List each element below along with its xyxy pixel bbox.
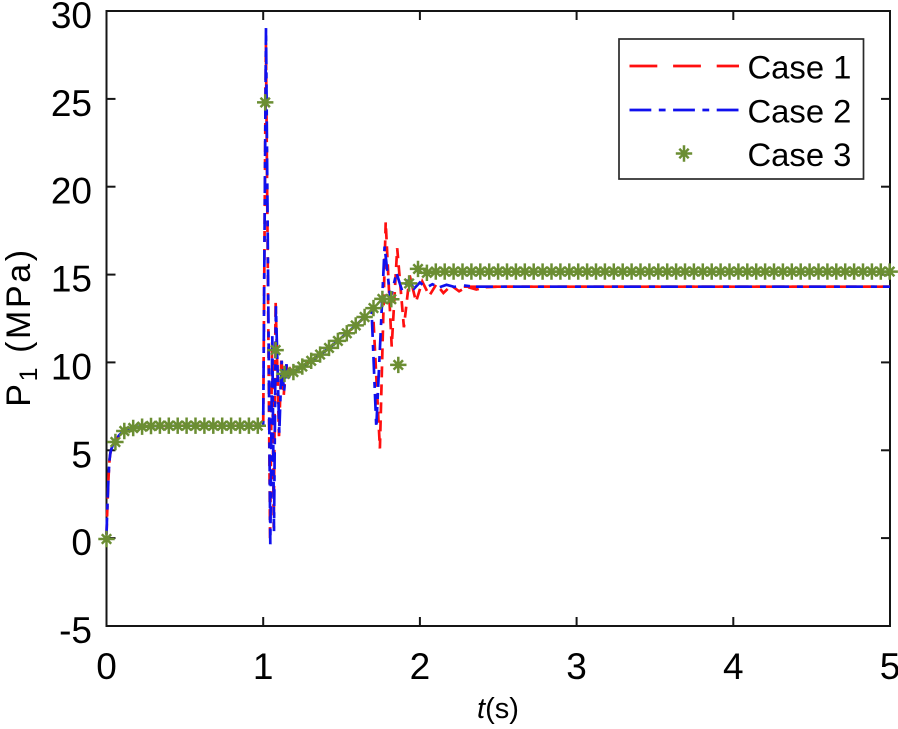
svg-text:P1 (MPa): P1 (MPa) (0, 247, 43, 406)
svg-text:10: 10 (51, 346, 92, 387)
svg-text:Case 1: Case 1 (748, 49, 852, 86)
svg-text:30: 30 (51, 0, 92, 36)
svg-text:t(s): t(s) (477, 693, 519, 724)
svg-text:-5: -5 (59, 610, 92, 651)
svg-text:4: 4 (723, 646, 744, 687)
svg-text:0: 0 (71, 522, 92, 563)
svg-text:1: 1 (253, 646, 274, 687)
svg-text:2: 2 (410, 646, 431, 687)
svg-text:0: 0 (96, 646, 117, 687)
svg-text:Case 2: Case 2 (748, 93, 852, 130)
svg-text:15: 15 (51, 259, 92, 300)
svg-text:5: 5 (71, 434, 92, 475)
svg-text:Case 3: Case 3 (748, 136, 852, 173)
svg-text:25: 25 (51, 83, 92, 124)
svg-text:20: 20 (51, 171, 92, 212)
svg-text:5: 5 (880, 646, 898, 687)
svg-text:3: 3 (566, 646, 587, 687)
